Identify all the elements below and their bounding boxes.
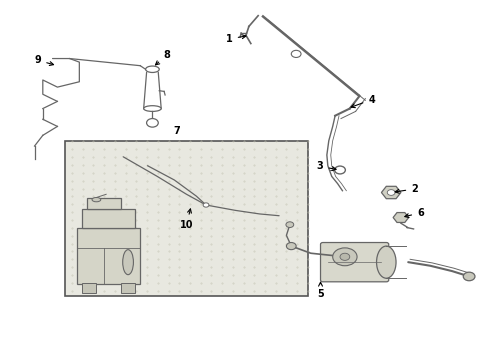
Ellipse shape [122, 249, 133, 275]
Text: 3: 3 [317, 161, 336, 171]
Bar [87, 198, 121, 208]
Circle shape [287, 243, 296, 249]
Text: 10: 10 [180, 209, 193, 230]
FancyBboxPatch shape [320, 243, 389, 282]
Ellipse shape [144, 106, 161, 111]
Circle shape [335, 166, 345, 174]
Text: 1: 1 [226, 34, 246, 44]
Text: 2: 2 [395, 184, 418, 194]
Ellipse shape [376, 246, 396, 278]
Bar [121, 283, 135, 293]
Circle shape [333, 248, 357, 266]
Text: 5: 5 [317, 282, 324, 299]
Circle shape [147, 118, 158, 127]
Ellipse shape [92, 198, 101, 202]
Bar [82, 283, 97, 293]
Circle shape [286, 222, 294, 228]
Text: 4: 4 [351, 95, 375, 108]
Bar [82, 208, 135, 228]
Bar [77, 228, 140, 284]
Circle shape [340, 253, 350, 260]
Ellipse shape [146, 66, 159, 72]
Bar [65, 141, 308, 296]
Text: 6: 6 [405, 208, 424, 218]
Circle shape [203, 203, 209, 207]
Circle shape [463, 272, 475, 281]
Circle shape [387, 190, 395, 195]
Text: 9: 9 [35, 55, 53, 66]
Text: 7: 7 [173, 126, 180, 136]
Text: 8: 8 [155, 50, 171, 65]
